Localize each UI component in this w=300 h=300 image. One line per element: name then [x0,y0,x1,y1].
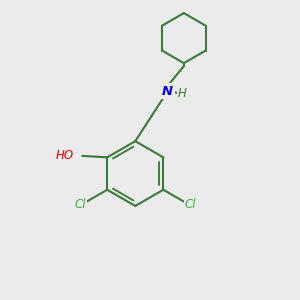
Text: H: H [178,87,187,100]
Text: HO: HO [56,149,74,162]
Text: Cl: Cl [184,198,196,211]
Text: N: N [162,85,173,98]
Text: Cl: Cl [74,198,86,211]
